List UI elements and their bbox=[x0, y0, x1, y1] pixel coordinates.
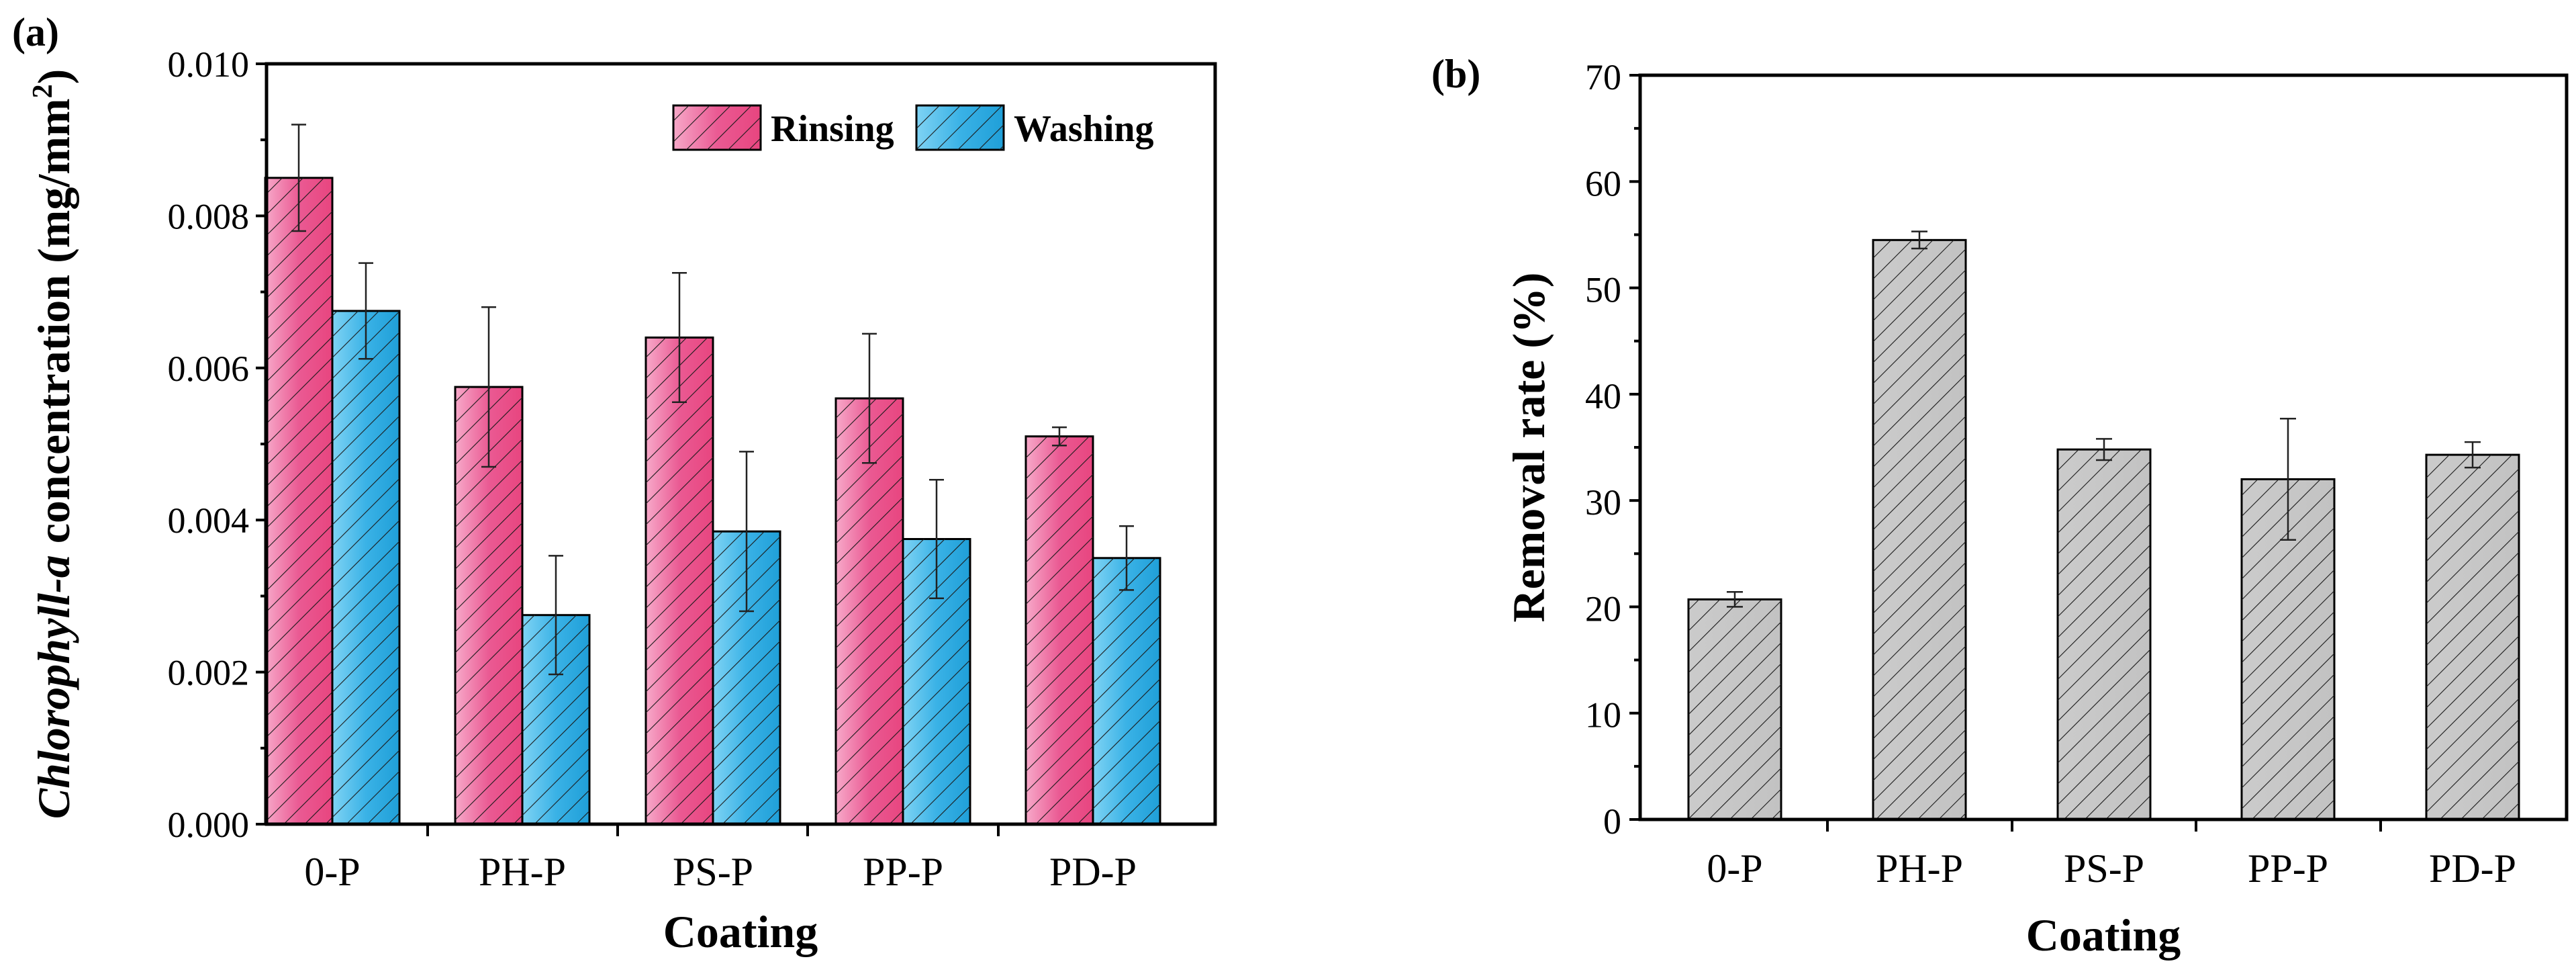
y-tick-label: 70 bbox=[1585, 57, 1621, 97]
error-bar bbox=[672, 272, 687, 403]
bar-hatch bbox=[646, 337, 713, 824]
x-tick-label: PP-P bbox=[2248, 846, 2328, 891]
x-tick-label: PH-P bbox=[1876, 846, 1963, 891]
error-bar bbox=[2280, 418, 2296, 541]
error-bar bbox=[929, 478, 944, 600]
error-bar bbox=[1727, 591, 1743, 608]
y-tick-label: 0.010 bbox=[168, 44, 250, 85]
bar-hatch bbox=[1873, 240, 1966, 819]
plot-frame-b bbox=[1638, 73, 2569, 821]
x-tick-label: 0-P bbox=[304, 850, 360, 894]
bar-hatch bbox=[332, 310, 399, 824]
error-bar bbox=[1119, 525, 1134, 591]
error-bar bbox=[2096, 438, 2112, 461]
x-axis-ticks-b: 0-P PH-P PS-P PP-P PD-P bbox=[1707, 819, 2516, 891]
y-tick-label: 0.004 bbox=[168, 500, 250, 541]
bars-a bbox=[264, 177, 1161, 826]
y-tick-label: 0.000 bbox=[168, 805, 250, 845]
bar-hatch bbox=[1093, 558, 1160, 824]
x-tick-label: PD-P bbox=[1049, 850, 1137, 894]
x-axis-ticks-a: 0-P PH-P PS-P PP-P PD-P bbox=[304, 824, 1137, 894]
bar-hatch bbox=[1688, 599, 1781, 819]
legend-a: Rinsing Washing bbox=[672, 104, 1154, 151]
x-axis-title-b: Coating bbox=[2026, 909, 2181, 961]
y-tick-label: 60 bbox=[1585, 163, 1621, 204]
y-axis-title-a: Chlorophyll-a concentration (mg/mm2) bbox=[28, 69, 79, 819]
bar-hatch bbox=[1026, 436, 1093, 824]
bar-hatch bbox=[2426, 455, 2519, 819]
chart-a: (a) 0.000 0.002 0.004 0.006 0.008 0.010 0-P PH… bbox=[12, 10, 1217, 957]
legend-swatch-rinsing-hatch bbox=[673, 105, 761, 150]
y-tick-label: 0.002 bbox=[168, 653, 250, 693]
legend-swatch-washing-hatch bbox=[916, 105, 1004, 150]
y-tick-label: 20 bbox=[1585, 588, 1621, 629]
error-bar bbox=[359, 262, 373, 360]
plot-frame-a bbox=[265, 62, 1217, 826]
x-tick-label: 0-P bbox=[1707, 846, 1762, 891]
error-bars-a bbox=[291, 124, 1134, 676]
error-bar bbox=[2465, 441, 2481, 469]
error-bar bbox=[481, 306, 496, 468]
y-tick-label: 0.008 bbox=[168, 196, 250, 236]
x-tick-label: PS-P bbox=[673, 850, 753, 894]
bars-b bbox=[1687, 238, 2520, 821]
panel-label-a: (a) bbox=[12, 10, 59, 54]
x-tick-label: PH-P bbox=[479, 850, 566, 894]
error-bar bbox=[1052, 426, 1067, 447]
legend-label-rinsing: Rinsing bbox=[771, 108, 894, 150]
y-axis-title-b: Removal rate (%) bbox=[1503, 272, 1554, 622]
y-axis-ticks-a: 0.000 0.002 0.004 0.006 0.008 0.010 bbox=[168, 44, 267, 845]
x-tick-label: PS-P bbox=[2064, 846, 2144, 891]
x-axis-title-a: Coating bbox=[663, 906, 818, 957]
y-tick-label: 0.006 bbox=[168, 349, 250, 389]
error-bar bbox=[739, 451, 754, 613]
y-tick-label: 10 bbox=[1585, 695, 1621, 736]
y-tick-label: 50 bbox=[1585, 270, 1621, 310]
y-tick-label: 40 bbox=[1585, 376, 1621, 416]
x-tick-label: PD-P bbox=[2429, 846, 2516, 891]
error-bars-b bbox=[1727, 230, 2481, 608]
error-bar bbox=[548, 555, 563, 676]
bar-hatch bbox=[2058, 449, 2150, 819]
error-bar bbox=[291, 124, 306, 232]
bar-hatch bbox=[836, 398, 903, 824]
bar-hatch bbox=[265, 177, 332, 824]
error-bar bbox=[1911, 230, 1927, 250]
y-tick-label: 0 bbox=[1603, 801, 1621, 842]
panel-label-b: (b) bbox=[1431, 52, 1480, 96]
error-bar bbox=[862, 332, 877, 464]
x-tick-label: PP-P bbox=[863, 850, 943, 894]
y-axis-ticks-b: 0 10 20 30 40 50 60 70 bbox=[1585, 57, 1640, 842]
y-tick-label: 30 bbox=[1585, 482, 1621, 523]
legend-label-washing: Washing bbox=[1014, 108, 1154, 150]
